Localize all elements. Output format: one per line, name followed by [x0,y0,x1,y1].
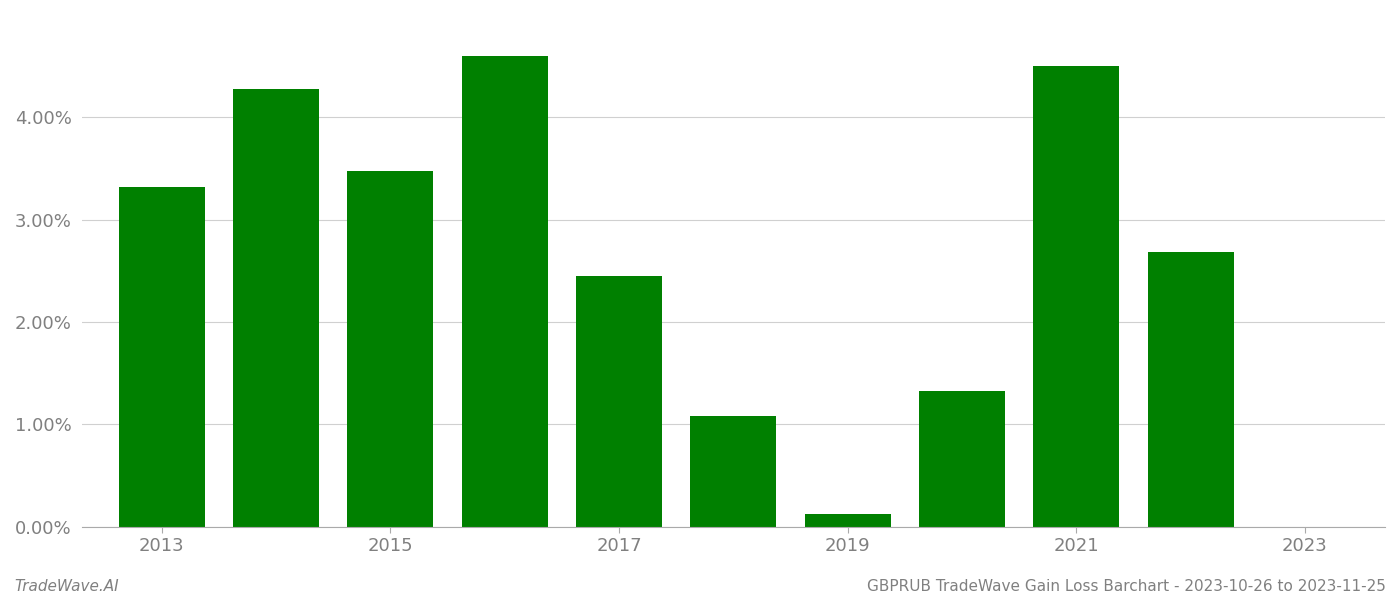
Bar [232,89,319,527]
Bar [918,391,1005,527]
Bar [119,187,204,527]
Bar [805,514,890,527]
Bar [347,170,433,527]
Bar [462,56,547,527]
Bar [690,416,776,527]
Text: GBPRUB TradeWave Gain Loss Barchart - 2023-10-26 to 2023-11-25: GBPRUB TradeWave Gain Loss Barchart - 20… [867,579,1386,594]
Text: TradeWave.AI: TradeWave.AI [14,579,119,594]
Bar [575,276,662,527]
Bar [1033,66,1119,527]
Bar [1148,253,1233,527]
